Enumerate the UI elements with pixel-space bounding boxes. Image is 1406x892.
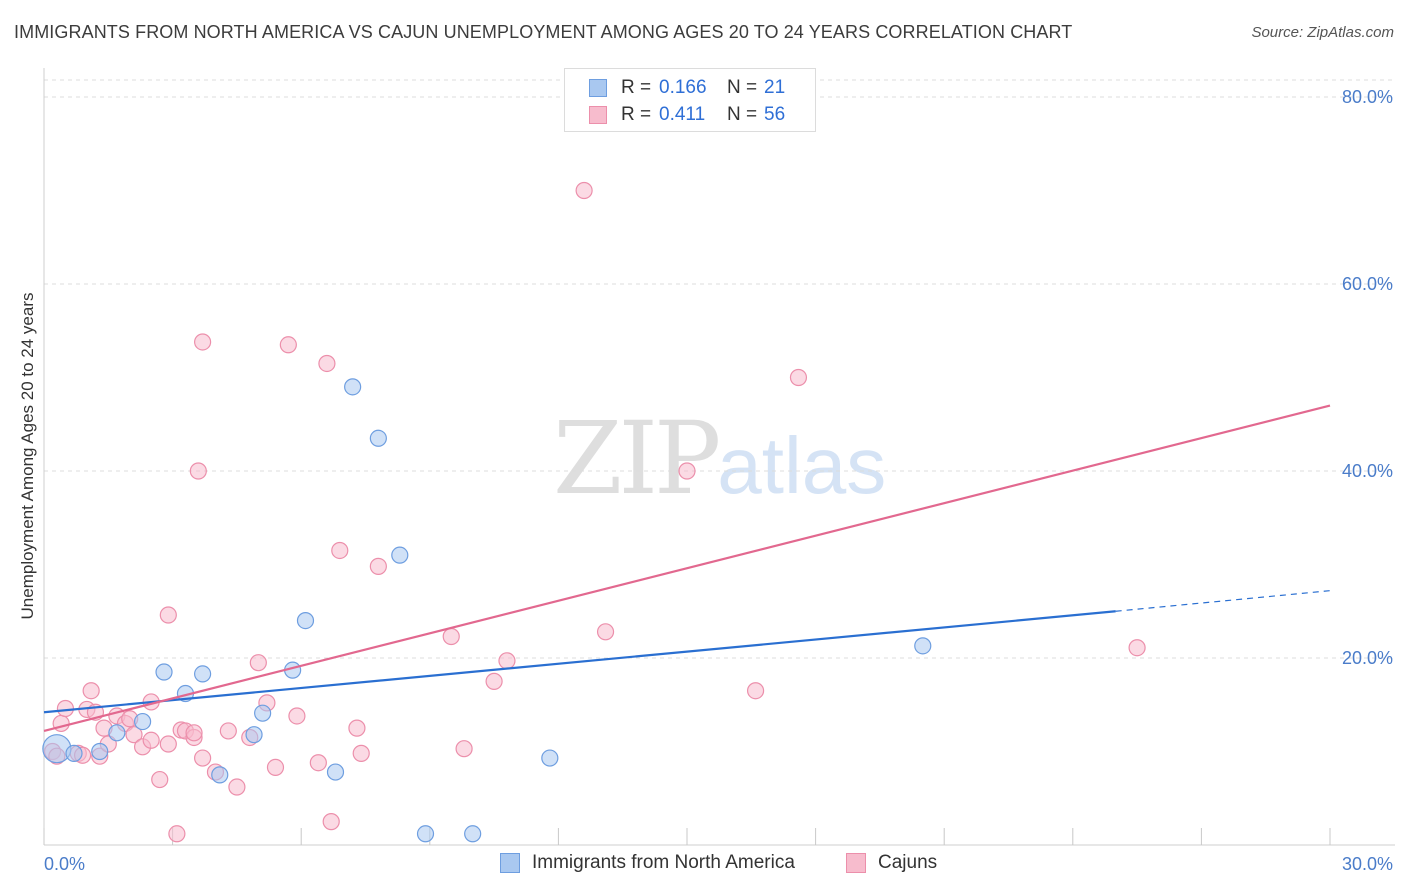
data-point-cajuns [746,682,765,700]
data-point-immigrants [541,749,559,767]
data-point-immigrants [155,663,173,681]
data-point-immigrants [369,429,387,447]
data-point-cajuns [789,368,808,387]
legend-r-value: 0.411 [659,104,706,125]
data-point-cajuns [309,754,327,772]
data-point-cajuns [228,778,246,796]
legend-n-label: N = [727,104,758,125]
legend-r-label: R = [621,77,652,98]
data-point-immigrants [344,378,362,396]
data-point-cajuns [219,722,237,740]
data-point-cajuns [142,731,160,749]
bottom-legend-label-immigrants: Immigrants from North America [532,852,795,873]
data-point-cajuns [1128,639,1146,657]
trendline-cajuns [43,404,1331,732]
data-point-immigrants [133,712,152,731]
x-tick-label: 0.0% [44,854,85,874]
data-point-cajuns [485,672,503,690]
data-point-cajuns [575,181,593,200]
data-point-immigrants [245,726,263,744]
data-point-immigrants [91,742,109,761]
y-tick-label: 80.0% [1342,87,1393,107]
data-point-immigrants [42,734,72,764]
data-point-cajuns [442,627,460,646]
x-tick-label: 30.0% [1342,854,1393,874]
data-point-cajuns [82,682,100,700]
data-point-cajuns [596,623,615,641]
trendline-immigrants [43,610,1116,714]
data-point-cajuns [151,770,169,789]
data-point-cajuns [125,726,143,744]
chart-title: IMMIGRANTS FROM NORTH AMERICA VS CAJUN U… [14,22,1073,42]
y-tick-label: 40.0% [1342,461,1393,481]
y-tick-label: 60.0% [1342,274,1393,294]
data-point-cajuns [331,541,349,560]
data-point-cajuns [369,557,387,575]
data-point-cajuns [189,462,207,480]
data-point-immigrants [464,825,482,843]
data-point-cajuns [266,758,285,776]
data-point-immigrants [391,546,409,564]
y-tick-label: 20.0% [1342,648,1393,668]
data-point-immigrants [326,763,345,781]
data-point-cajuns [194,749,212,767]
data-point-immigrants [914,637,932,655]
data-point-cajuns [348,719,366,737]
legend-n-value: 21 [764,77,786,98]
source-credit: Source: ZipAtlas.com [1251,24,1394,41]
data-point-cajuns [498,652,516,670]
data-point-immigrants [108,724,126,742]
data-point-cajuns [455,740,473,758]
legend-r-value: 0.166 [659,77,707,98]
data-point-cajuns [249,654,267,672]
data-point-cajuns [194,333,212,351]
data-point-cajuns [288,707,306,725]
bottom-legend-swatch-cajuns [846,853,866,873]
data-point-cajuns [159,735,177,753]
data-point-cajuns [185,724,203,742]
correlation-legend: R = 0.166 N = 21 R = 0.411 N = 56 [564,68,816,132]
legend-n-value: 56 [764,104,786,125]
data-point-cajuns [322,813,340,831]
bottom-legend-swatch-immigrants [500,853,520,873]
data-point-immigrants [65,744,83,762]
legend-n-label: N = [727,77,758,98]
data-point-immigrants [416,825,435,843]
legend-swatch-immigrants [589,79,607,97]
data-point-immigrants [194,665,212,683]
data-point-cajuns [352,744,370,762]
data-point-cajuns [56,699,75,718]
data-point-cajuns [168,825,186,843]
data-point-cajuns [678,462,696,480]
data-point-cajuns [318,354,336,373]
data-point-immigrants [211,766,229,784]
data-point-immigrants [296,611,315,630]
legend-r-label: R = [621,104,652,125]
legend-swatch-cajuns [589,106,607,124]
data-point-immigrants [254,704,272,722]
data-point-cajuns [279,336,297,354]
trendline-immigrants-extension [1115,590,1331,612]
bottom-legend-label-cajuns: Cajuns [878,852,938,873]
data-point-cajuns [159,606,177,624]
